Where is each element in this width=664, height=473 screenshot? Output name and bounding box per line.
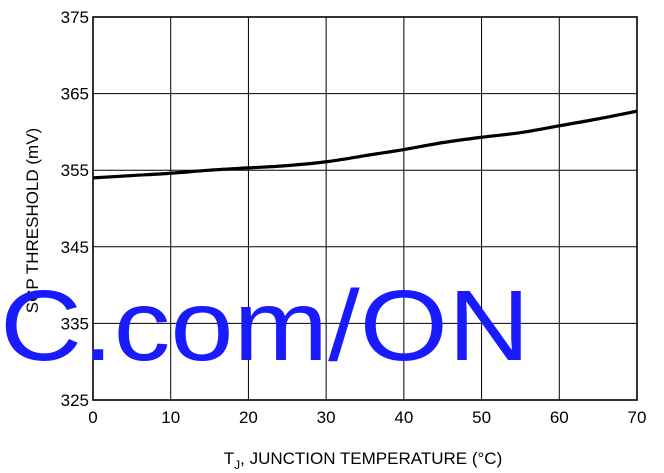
plot-frame — [92, 16, 638, 401]
y-tick-label: 335 — [61, 314, 89, 333]
x-axis-label: TJ, JUNCTION TEMPERATURE (°C) — [224, 449, 503, 472]
x-tick-label: 50 — [472, 408, 491, 427]
y-tick-label: 325 — [61, 391, 89, 410]
x-tick-label: 60 — [550, 408, 569, 427]
series-group — [92, 109, 638, 180]
x-tick-label: 30 — [317, 408, 336, 427]
x-tick-label: 20 — [239, 408, 258, 427]
watermark-text: C.com/ON — [0, 270, 530, 382]
x-axis-label-subscript: J — [234, 458, 240, 472]
y-tick-label: 355 — [61, 161, 89, 180]
y-tick-label: 345 — [61, 238, 89, 257]
series-line — [92, 109, 638, 180]
x-axis-label-main: T — [224, 449, 234, 468]
x-tick-label: 0 — [88, 408, 97, 427]
x-tick-label: 10 — [161, 408, 180, 427]
y-tick-label: 375 — [61, 8, 89, 27]
x-tick-label: 70 — [628, 408, 647, 427]
x-axis-label-rest: , JUNCTION TEMPERATURE (°C) — [240, 449, 502, 468]
y-tick-label: 365 — [61, 85, 89, 104]
y-axis-label: SCP THRESHOLD (mV) — [23, 128, 42, 313]
x-tick-labels: 0 10 20 30 40 50 60 70 — [88, 408, 646, 427]
x-tick-label: 40 — [394, 408, 413, 427]
y-tick-labels: 325 335 345 355 365 375 — [61, 8, 89, 410]
